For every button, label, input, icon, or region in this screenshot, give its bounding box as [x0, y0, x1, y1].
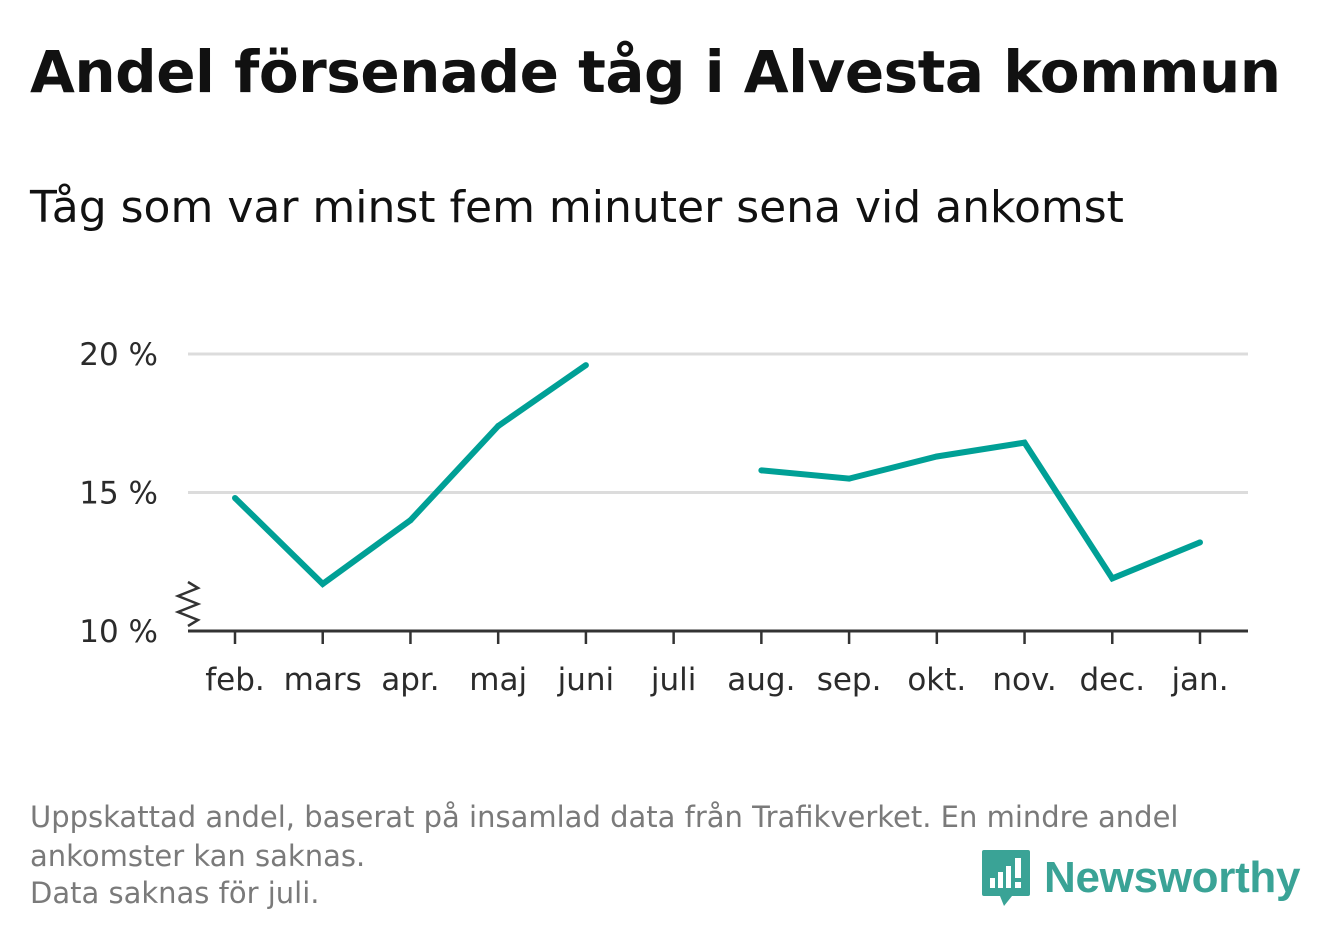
y-axis-ticks: 10 % 15 % 20 % [79, 337, 158, 650]
data-point [933, 453, 940, 460]
data-point [319, 580, 326, 587]
y-tick-label: 10 % [79, 614, 158, 650]
y-tick-label: 20 % [79, 337, 158, 373]
gridlines [188, 352, 1248, 494]
x-tick-label: nov. [992, 662, 1056, 698]
y-tick-label: 15 % [79, 476, 158, 512]
x-tick-label: aug. [727, 662, 795, 698]
data-point [1109, 575, 1116, 582]
data-point [846, 475, 853, 482]
axis-break-mark [174, 580, 202, 628]
data-point [1021, 439, 1028, 446]
x-tick-label: juli [650, 662, 697, 698]
x-tick-label: mars [284, 662, 362, 698]
x-tick-label: okt. [907, 662, 966, 698]
x-tick-label: dec. [1079, 662, 1145, 698]
footnote-line-2: ankomster kan saknas. [30, 839, 366, 873]
x-tick-label: feb. [205, 662, 265, 698]
x-tick-label: juni [557, 662, 615, 698]
x-tick-label: maj [469, 662, 527, 698]
chart-title: Andel försenade tåg i Alvesta kommun [30, 38, 1281, 106]
x-tick-label: apr. [381, 662, 439, 698]
series-lines [232, 362, 1203, 588]
brand-logo: Newsworthy [980, 848, 1300, 908]
series-line-segment [761, 439, 1202, 583]
footnote-line-1: Uppskattad andel, baserat på insamlad da… [30, 800, 1179, 834]
brand-name: Newsworthy [1044, 853, 1301, 902]
data-point [582, 362, 589, 369]
x-tick-label: sep. [817, 662, 882, 698]
x-axis [174, 580, 1248, 633]
series-line-segment [232, 362, 588, 588]
data-point [758, 467, 765, 474]
data-point [1197, 539, 1203, 546]
newsworthy-logo-icon [982, 850, 1030, 906]
data-point [232, 495, 238, 502]
x-axis-ticks: feb. mars apr. maj juni juli aug. sep. okt. nov. d… [205, 631, 1229, 698]
footnote-line-3: Data saknas för juli. [30, 876, 320, 910]
chart-subtitle: Tåg som var minst fem minuter sena vid a… [30, 182, 1124, 233]
data-point [495, 423, 502, 430]
x-tick-label: jan. [1170, 662, 1228, 698]
data-point [407, 517, 414, 524]
